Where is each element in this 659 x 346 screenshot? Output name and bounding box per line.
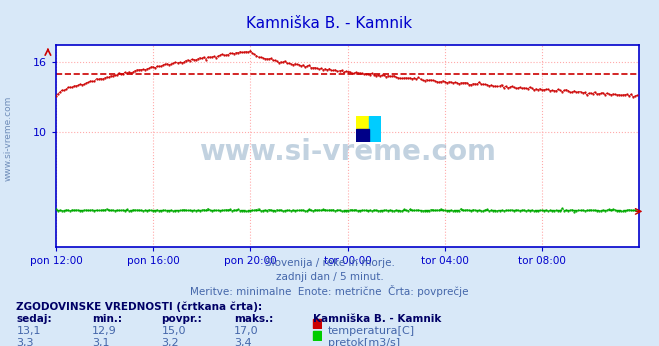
Text: sedaj:: sedaj: [16,314,52,324]
Text: pretok[m3/s]: pretok[m3/s] [328,338,399,346]
Text: 13,1: 13,1 [16,326,41,336]
Text: povpr.:: povpr.: [161,314,202,324]
Text: 3,4: 3,4 [234,338,252,346]
Text: 3,2: 3,2 [161,338,179,346]
Text: maks.:: maks.: [234,314,273,324]
Text: www.si-vreme.com: www.si-vreme.com [3,96,13,181]
Text: 15,0: 15,0 [161,326,186,336]
Bar [369,116,382,142]
Text: 3,1: 3,1 [92,338,110,346]
Text: ZGODOVINSKE VREDNOSTI (črtkana črta):: ZGODOVINSKE VREDNOSTI (črtkana črta): [16,301,262,311]
Text: min.:: min.: [92,314,123,324]
Text: www.si-vreme.com: www.si-vreme.com [199,138,496,166]
Text: 12,9: 12,9 [92,326,117,336]
Bar [357,129,369,142]
Bar [357,116,369,129]
Text: temperatura[C]: temperatura[C] [328,326,415,336]
Bar [313,319,321,328]
Text: Kamniška B. - Kamnik: Kamniška B. - Kamnik [313,314,442,324]
Text: zadnji dan / 5 minut.: zadnji dan / 5 minut. [275,272,384,282]
Text: Kamniška B. - Kamnik: Kamniška B. - Kamnik [246,16,413,30]
Text: 17,0: 17,0 [234,326,258,336]
Text: Meritve: minimalne  Enote: metrične  Črta: povprečje: Meritve: minimalne Enote: metrične Črta:… [190,285,469,298]
Text: 3,3: 3,3 [16,338,34,346]
Bar [313,331,321,340]
Text: Slovenija / reke in morje.: Slovenija / reke in morje. [264,258,395,268]
